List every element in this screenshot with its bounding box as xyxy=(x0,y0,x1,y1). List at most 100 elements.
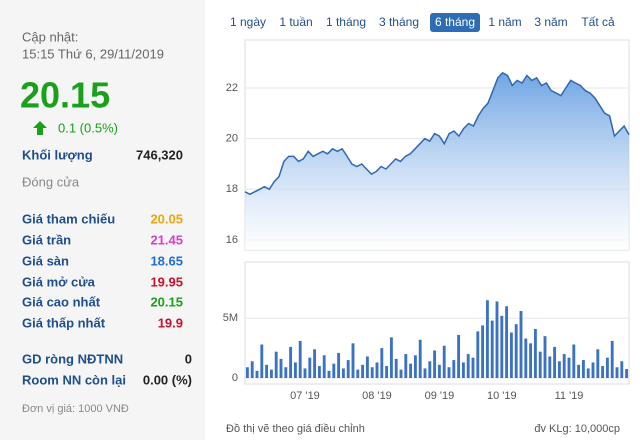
price: 20.15 xyxy=(20,75,110,116)
volume-bar xyxy=(346,360,350,378)
volume-bar xyxy=(500,315,504,378)
volume-bar xyxy=(265,364,269,378)
volume-bar xyxy=(437,364,441,378)
tab[interactable]: 3 tháng xyxy=(379,15,419,29)
foreign-label: Room NN còn lại xyxy=(22,372,126,387)
volume-bar xyxy=(461,362,465,378)
volume-label: Khối lượng xyxy=(22,147,93,162)
volume-bar xyxy=(361,364,365,378)
row-value: 20.15 xyxy=(150,294,183,309)
row-label: Giá thấp nhất xyxy=(22,315,106,330)
volume-bar xyxy=(274,351,278,378)
tab[interactable]: 1 ngày xyxy=(230,15,266,29)
volume-bar xyxy=(610,340,614,378)
volume-bar xyxy=(553,346,557,378)
volume-bar xyxy=(284,367,288,378)
volume-bar xyxy=(577,364,581,378)
volume-bar xyxy=(543,336,547,378)
tab[interactable]: Tất cả xyxy=(581,15,615,29)
volume-bar xyxy=(509,332,513,378)
row-label: Giá sàn xyxy=(22,253,69,268)
volume-bar xyxy=(548,356,552,378)
volume-bar xyxy=(370,367,374,378)
volume-bar xyxy=(601,366,605,378)
volume-bar xyxy=(317,366,321,378)
volume-bar xyxy=(529,343,533,378)
footer-right: đv KLg: 10,000cp xyxy=(534,423,620,435)
volume-bar xyxy=(308,357,312,378)
volume-bar xyxy=(605,357,609,378)
volume-bar xyxy=(567,357,571,378)
volume-bar xyxy=(447,367,451,378)
unit-note: Đơn vị giá: 1000 VNĐ xyxy=(22,403,129,415)
volume-bar xyxy=(409,363,413,378)
volume-bar xyxy=(418,339,422,378)
volume-bar xyxy=(293,362,297,378)
volume-bar xyxy=(260,344,264,378)
volume-bar xyxy=(557,361,561,378)
volume-bar xyxy=(490,320,494,378)
row-value: 20.05 xyxy=(150,211,183,226)
volume-bar xyxy=(250,361,254,378)
price-area xyxy=(245,72,629,250)
volume-bar xyxy=(615,367,619,378)
row-label: Giá tham chiếu xyxy=(22,211,115,226)
volume-bar xyxy=(442,345,446,378)
y-tick-label: 16 xyxy=(226,234,238,246)
volume-bar xyxy=(380,348,384,378)
volume-bar xyxy=(375,362,379,378)
update-time: 15:15 Thứ 6, 29/11/2019 xyxy=(22,46,164,61)
volume-bar xyxy=(591,362,595,378)
volume-bar xyxy=(452,360,456,378)
volume-bar xyxy=(481,325,485,378)
sidebar-bg xyxy=(0,0,205,440)
volume-bar xyxy=(332,363,336,378)
volume-bar xyxy=(485,300,489,378)
volume-bar xyxy=(399,369,403,378)
volume-bar xyxy=(337,352,341,378)
change: 0.1 (0.5%) xyxy=(58,120,118,135)
volume-bar xyxy=(533,328,537,378)
volume-bar xyxy=(586,368,590,378)
x-tick-label: 10 '19 xyxy=(487,390,517,402)
tab[interactable]: 6 tháng xyxy=(435,15,475,29)
volume-bar xyxy=(524,338,528,378)
volume-bar xyxy=(476,331,480,378)
volume-bar xyxy=(385,366,389,378)
status: Đóng cửa xyxy=(22,174,80,189)
volume-bar xyxy=(562,354,566,378)
volume-bar xyxy=(365,356,369,378)
volume-bar xyxy=(620,361,624,378)
volume-bar xyxy=(572,344,576,378)
row-label: Giá cao nhất xyxy=(22,294,101,309)
x-tick-label: 07 '19 xyxy=(290,390,320,402)
volume-bar xyxy=(428,361,432,378)
volume-bar xyxy=(351,343,355,378)
tab[interactable]: 1 năm xyxy=(488,15,521,29)
volume-bar xyxy=(413,355,417,378)
x-tick-label: 08 '19 xyxy=(362,390,392,402)
row-value: 21.45 xyxy=(150,232,183,247)
footer-left: Đồ thị vẽ theo giá điều chỉnh xyxy=(226,423,365,435)
tab[interactable]: 1 tuần xyxy=(279,15,312,29)
y-tick-label: 20 xyxy=(226,133,238,145)
row-value: 18.65 xyxy=(150,253,183,268)
volume-bar xyxy=(514,324,518,378)
volume-bar xyxy=(356,369,360,378)
volume-bar xyxy=(423,368,427,378)
row-label: Giá trần xyxy=(22,232,71,247)
tab[interactable]: 3 năm xyxy=(534,15,567,29)
volume-bar xyxy=(471,357,475,378)
volume-bar xyxy=(519,311,523,378)
tab[interactable]: 1 tháng xyxy=(326,15,366,29)
y-tick-label: 22 xyxy=(226,82,238,94)
volume-bar xyxy=(255,370,259,378)
update-label: Cập nhật: xyxy=(22,29,78,44)
x-tick-label: 11 '19 xyxy=(555,390,584,402)
x-tick-label: 09 '19 xyxy=(425,390,455,402)
volume-bar xyxy=(394,358,398,378)
volume-bar xyxy=(495,301,499,378)
volume-bar xyxy=(303,368,307,378)
volume-bar xyxy=(389,337,393,378)
